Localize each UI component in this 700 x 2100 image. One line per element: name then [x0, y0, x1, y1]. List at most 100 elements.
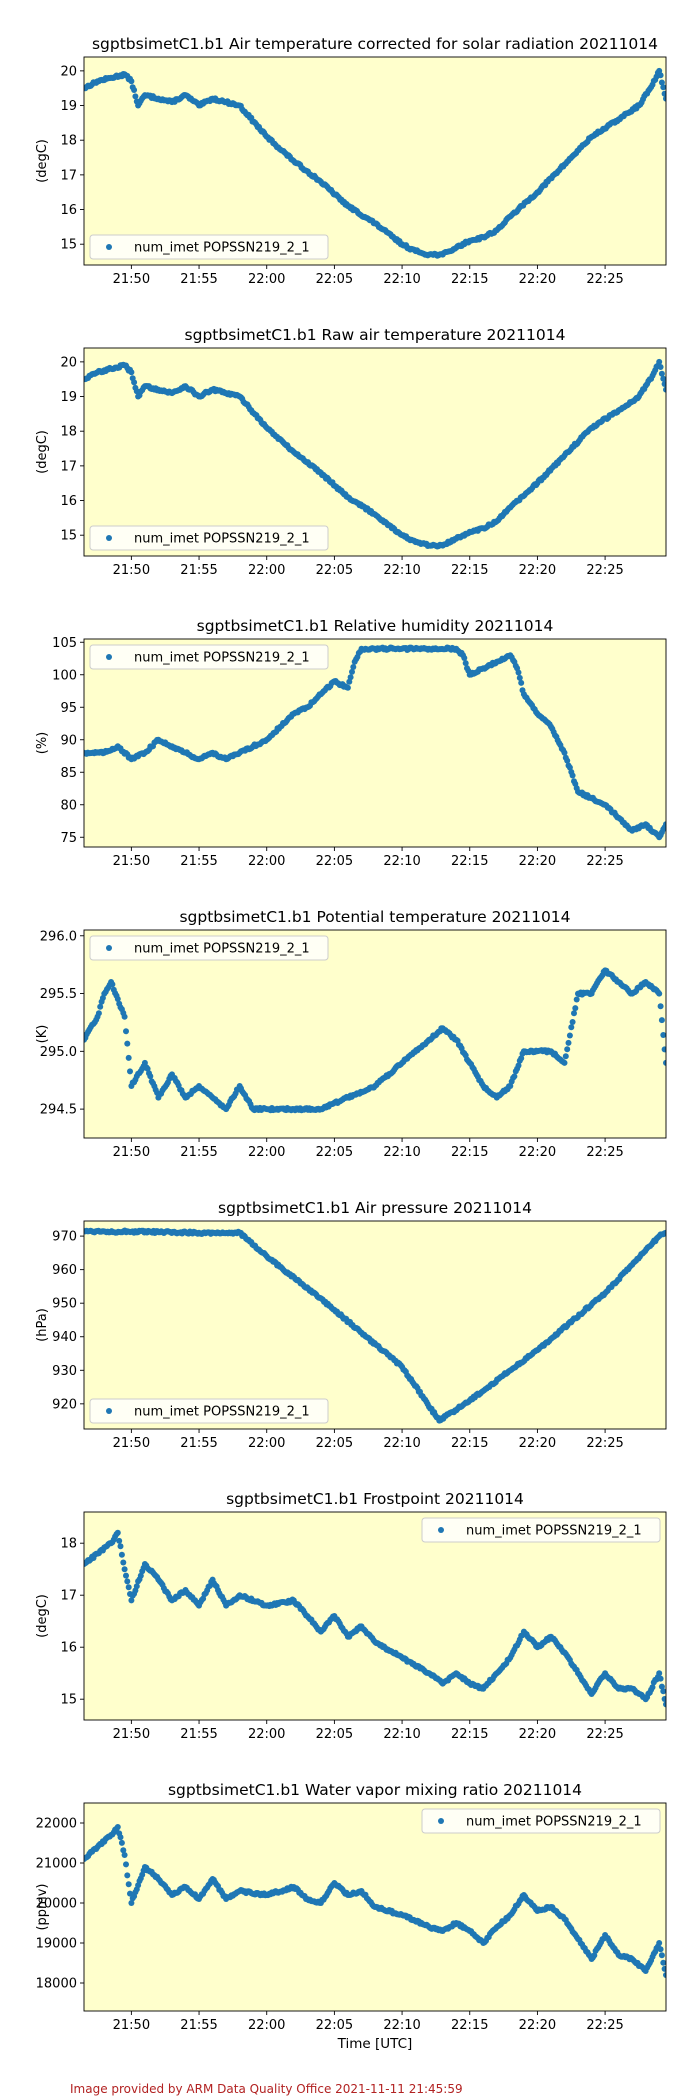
legend-box — [421, 1808, 661, 1834]
data-point — [515, 1062, 522, 1069]
x-tick-label: 22:20 — [519, 1145, 556, 1160]
data-point — [562, 1053, 569, 1060]
x-tick-label: 22:15 — [451, 1436, 488, 1451]
data-point — [125, 1881, 132, 1888]
x-tick-label: 22:25 — [586, 1727, 623, 1742]
y-tick-label: 18 — [60, 1537, 77, 1552]
legend-label: num_imet POPSSN219_2_1 — [134, 241, 310, 256]
x-tick-label: 22:00 — [248, 1145, 285, 1160]
y-tick-label: 15 — [60, 238, 77, 253]
legend-box — [89, 1398, 329, 1424]
x-tick-label: 22:25 — [586, 563, 623, 578]
y-axis-label: (degC) — [35, 430, 50, 474]
y-tick-label: 18000 — [36, 1977, 77, 1992]
data-point — [661, 90, 666, 97]
data-point — [125, 1584, 132, 1591]
x-tick-label: 22:05 — [316, 1436, 353, 1451]
y-tick-label: 95 — [60, 701, 77, 716]
x-tick-label: 21:55 — [180, 272, 217, 287]
legend: num_imet POPSSN219_2_1 — [89, 525, 329, 551]
y-axis-label: (ppmv) — [35, 1883, 50, 1930]
data-point — [519, 687, 526, 694]
x-tick-label: 22:10 — [383, 1145, 420, 1160]
legend-box — [89, 935, 329, 961]
legend-label: num_imet POPSSN219_2_1 — [134, 532, 310, 547]
y-tick-label: 950 — [52, 1297, 77, 1312]
data-point — [663, 386, 666, 393]
data-point — [131, 379, 138, 386]
data-point — [121, 1566, 128, 1573]
x-tick-label: 21:50 — [113, 854, 150, 869]
data-point — [121, 1852, 128, 1858]
chart-title: sgptbsimetC1.b1 Water vapor mixing ratio… — [168, 1781, 582, 1799]
y-tick-label: 296.0 — [40, 929, 77, 944]
x-tick-label: 22:15 — [451, 272, 488, 287]
y-tick-label: 920 — [52, 1397, 77, 1412]
data-point — [658, 1952, 665, 1959]
data-point — [660, 1688, 666, 1695]
data-point — [657, 1946, 664, 1953]
data-point — [123, 1861, 129, 1868]
series-points — [84, 967, 666, 1114]
y-tick-label: 90 — [60, 733, 77, 748]
plot-frame — [83, 1220, 667, 1430]
data-point — [120, 1847, 127, 1854]
data-point — [137, 1572, 144, 1579]
x-tick-label: 22:10 — [383, 854, 420, 869]
plot-frame — [83, 56, 667, 266]
x-tick-label: 22:25 — [586, 1436, 623, 1451]
data-point — [511, 1073, 518, 1080]
y-tick-label: 75 — [60, 831, 77, 846]
data-point — [117, 1834, 124, 1841]
y-tick-label: 295.5 — [40, 987, 77, 1002]
data-point — [113, 1531, 120, 1538]
legend-label: num_imet POPSSN219_2_1 — [466, 1815, 642, 1830]
data-point — [350, 664, 357, 670]
y-tick-label: 22000 — [36, 1817, 77, 1832]
data-point — [128, 1597, 135, 1604]
legend-label: num_imet POPSSN219_2_1 — [466, 1524, 642, 1539]
x-tick-label: 22:00 — [248, 272, 285, 287]
x-tick-label: 22:15 — [451, 563, 488, 578]
data-point — [657, 364, 664, 370]
data-point — [95, 1010, 102, 1017]
y-tick-label: 21000 — [36, 1857, 77, 1872]
data-point — [127, 366, 133, 373]
legend-marker — [438, 1818, 444, 1824]
x-tick-label: 22:05 — [316, 563, 353, 578]
x-tick-label: 22:10 — [383, 2018, 420, 2033]
chart-panel-1: sgptbsimetC1.b1 Air temperature correcte… — [35, 35, 667, 287]
data-point — [462, 660, 469, 667]
legend-marker — [106, 945, 112, 951]
x-tick-label: 22:00 — [248, 2018, 285, 2033]
y-tick-label: 19 — [60, 390, 77, 405]
x-tick-label: 22:15 — [451, 2018, 488, 2033]
legend-marker — [438, 1527, 444, 1533]
series-points — [84, 358, 666, 550]
data-point — [515, 669, 522, 676]
data-point — [657, 1675, 664, 1682]
data-point — [123, 1572, 129, 1579]
data-point — [109, 981, 116, 988]
data-point — [654, 989, 661, 995]
data-point — [512, 662, 519, 669]
y-tick-label: 17 — [60, 168, 77, 183]
chart-title: sgptbsimetC1.b1 Air temperature correcte… — [92, 35, 658, 53]
chart-panel-5: sgptbsimetC1.b1 Air pressure 20211014 21:… — [35, 1199, 667, 1451]
x-tick-label: 21:55 — [180, 1727, 217, 1742]
data-point — [634, 395, 641, 402]
data-point — [154, 1574, 161, 1580]
data-point — [566, 764, 573, 771]
y-tick-label: 940 — [52, 1330, 77, 1345]
x-tick-label: 21:50 — [113, 563, 150, 578]
x-tick-label: 22:25 — [586, 2018, 623, 2033]
x-tick-label: 21:55 — [180, 2018, 217, 2033]
legend: num_imet POPSSN219_2_1 — [89, 1398, 329, 1424]
data-point — [458, 649, 465, 656]
y-tick-label: 16 — [60, 1641, 77, 1656]
credit-text: Image provided by ARM Data Quality Offic… — [70, 2082, 463, 2096]
data-point — [661, 1230, 666, 1237]
x-tick-label: 21:50 — [113, 272, 150, 287]
data-point — [518, 1055, 525, 1062]
